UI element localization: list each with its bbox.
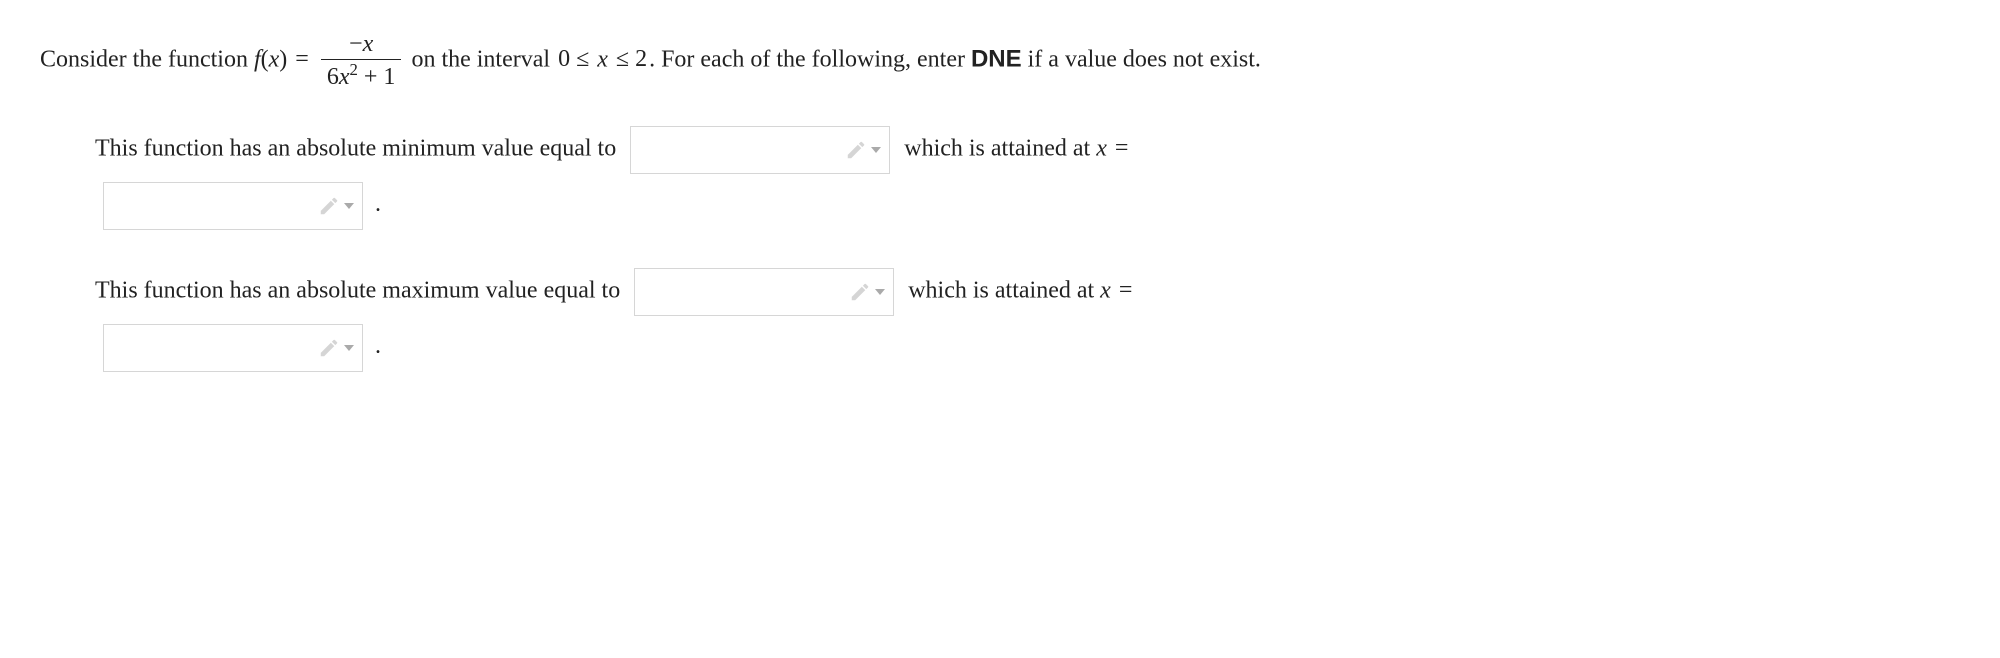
chevron-down-icon [871, 147, 881, 153]
prompt-tail: For each of the following, enter [661, 46, 971, 72]
dne-text: DNE [971, 45, 1022, 72]
q2-text-a: This function has an absolute maximum va… [95, 277, 626, 303]
edit-icon [849, 281, 871, 303]
problem-prompt: Consider the function f(x) = −x 6x2 + 1 … [40, 30, 1960, 92]
max-value-input[interactable] [634, 268, 894, 316]
q2-text-b: which is attained at [908, 277, 1100, 303]
max-x-input[interactable] [103, 324, 363, 372]
fraction-denominator: 6x2 + 1 [321, 60, 402, 92]
prompt-tail2: if a value does not exist. [1022, 46, 1261, 72]
period: . [375, 191, 381, 217]
interval: 0 ≤ x ≤ 2 [556, 46, 649, 72]
min-value-input[interactable] [630, 126, 890, 174]
prompt-prefix: Consider the function [40, 46, 254, 72]
chevron-down-icon [875, 289, 885, 295]
q1-text-a: This function has an absolute minimum va… [95, 135, 622, 161]
question-min: This function has an absolute minimum va… [95, 122, 1960, 234]
x-equals: x = [1096, 135, 1130, 161]
question-max: This function has an absolute maximum va… [95, 264, 1960, 376]
edit-icon [318, 195, 340, 217]
min-x-input[interactable] [103, 182, 363, 230]
edit-icon [845, 139, 867, 161]
fraction-numerator: −x [321, 30, 402, 60]
x-equals: x = [1100, 277, 1134, 303]
q1-text-b: which is attained at [904, 135, 1096, 161]
edit-icon [318, 337, 340, 359]
function-lhs: f(x) = [254, 46, 317, 72]
fraction: −x 6x2 + 1 [321, 30, 402, 92]
period: . [375, 333, 381, 359]
prompt-mid: on the interval [411, 46, 556, 72]
chevron-down-icon [344, 203, 354, 209]
chevron-down-icon [344, 345, 354, 351]
